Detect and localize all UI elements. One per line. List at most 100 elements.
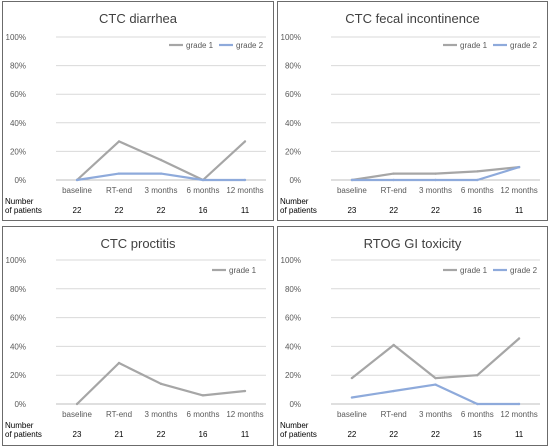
y-tick-label: 0% xyxy=(289,176,301,185)
y-tick-label: 20% xyxy=(10,147,26,156)
y-tick-label: 40% xyxy=(10,342,26,351)
y-tick-label: 40% xyxy=(10,119,26,128)
data-point xyxy=(392,172,395,175)
x-tick-label: baseline xyxy=(337,410,367,419)
y-tick-label: 60% xyxy=(285,90,301,99)
data-point xyxy=(243,140,247,143)
y-tick-label: 0% xyxy=(14,400,26,409)
patient-count: 16 xyxy=(199,206,208,215)
patient-count: 23 xyxy=(73,430,82,439)
y-tick-label: 40% xyxy=(285,119,301,128)
x-tick-label: RT-end xyxy=(381,186,407,195)
data-point xyxy=(476,402,479,406)
y-tick-label: 0% xyxy=(14,176,26,185)
patient-count: 22 xyxy=(431,206,440,215)
patient-count: 23 xyxy=(347,206,356,215)
data-point xyxy=(201,394,205,397)
x-tick-label: 6 months xyxy=(461,410,494,419)
patient-count: 11 xyxy=(515,206,524,215)
chart-title: CTC diarrhea xyxy=(99,11,178,26)
patient-count: 15 xyxy=(473,430,482,439)
patient-count: 22 xyxy=(389,206,398,215)
x-tick-label: 3 months xyxy=(145,186,178,195)
data-point xyxy=(117,361,121,365)
data-point xyxy=(434,383,437,386)
y-tick-label: 40% xyxy=(285,342,301,351)
patients-label: Number xyxy=(5,197,34,206)
patient-count: 11 xyxy=(241,430,250,439)
data-point xyxy=(476,178,479,182)
chart-panel: CTC fecal incontinence 0% 20% 40% 60% 80% 100%… xyxy=(277,1,548,221)
patient-count: 22 xyxy=(431,430,440,439)
y-tick-label: 60% xyxy=(10,90,26,99)
x-tick-label: RT-end xyxy=(106,410,132,419)
chart-panel: RTOG GI toxicity 0% 20% 40% 60% 80% 100% baseli… xyxy=(277,226,548,446)
data-point xyxy=(159,172,163,175)
chart-panel: CTC proctitis 0% 20% 40% 60% 80% 100% baseline R… xyxy=(2,226,274,446)
x-tick-label: 6 months xyxy=(461,186,494,195)
data-point xyxy=(159,158,163,162)
data-point xyxy=(517,402,521,406)
data-point xyxy=(392,389,395,393)
patients-label: of patients xyxy=(5,430,42,439)
y-tick-label: 80% xyxy=(285,62,301,71)
x-tick-label: baseline xyxy=(337,186,367,195)
data-point xyxy=(392,343,395,347)
patient-count: 16 xyxy=(199,430,208,439)
y-tick-label: 100% xyxy=(6,33,26,42)
chart-frame xyxy=(277,226,548,446)
legend-label: grade 1 xyxy=(460,41,488,50)
patient-count: 11 xyxy=(241,206,250,215)
legend-label: grade 1 xyxy=(186,41,214,50)
patient-count: 22 xyxy=(157,430,166,439)
y-tick-label: 80% xyxy=(285,285,301,294)
data-point xyxy=(350,178,354,182)
y-tick-label: 0% xyxy=(289,400,301,409)
patient-count: 22 xyxy=(347,430,356,439)
patients-label: of patients xyxy=(280,206,317,215)
patient-count: 21 xyxy=(115,430,124,439)
x-tick-label: 12 months xyxy=(500,186,537,195)
data-point xyxy=(434,376,437,380)
patient-count: 22 xyxy=(157,206,166,215)
chart-frame xyxy=(2,226,274,446)
y-tick-label: 60% xyxy=(285,314,301,323)
patients-label: of patients xyxy=(280,430,317,439)
data-point xyxy=(434,172,437,175)
x-tick-label: 12 months xyxy=(500,410,537,419)
y-tick-label: 100% xyxy=(6,256,26,265)
x-tick-label: baseline xyxy=(62,186,92,195)
data-point xyxy=(117,140,121,143)
legend-label: grade 1 xyxy=(229,266,257,275)
data-point xyxy=(476,170,479,173)
patients-label: of patients xyxy=(5,206,42,215)
data-point xyxy=(517,165,521,169)
data-point xyxy=(117,172,121,175)
chart-title: RTOG GI toxicity xyxy=(364,236,462,251)
patient-count: 16 xyxy=(473,206,482,215)
chart-frame xyxy=(2,1,274,221)
data-point xyxy=(517,337,521,340)
x-tick-label: RT-end xyxy=(381,410,407,419)
y-tick-label: 20% xyxy=(285,147,301,156)
y-tick-label: 60% xyxy=(10,314,26,323)
chart-title: CTC fecal incontinence xyxy=(345,11,479,26)
y-tick-label: 20% xyxy=(10,371,26,380)
x-tick-label: 3 months xyxy=(419,410,452,419)
data-point xyxy=(75,178,79,182)
data-point xyxy=(350,396,354,399)
chart-panel: CTC diarrhea 0% 20% 40% 60% 80% 100% baseline RT… xyxy=(2,1,274,221)
x-tick-label: 3 months xyxy=(145,410,178,419)
data-point xyxy=(159,382,163,386)
data-point xyxy=(476,374,479,377)
legend-label: grade 2 xyxy=(510,266,538,275)
chart-frame xyxy=(277,1,548,221)
data-point xyxy=(392,178,395,182)
y-tick-label: 80% xyxy=(10,62,26,71)
x-tick-label: 6 months xyxy=(187,186,220,195)
data-point xyxy=(350,376,354,380)
y-tick-label: 80% xyxy=(10,285,26,294)
legend-label: grade 1 xyxy=(460,266,488,275)
patients-label: Number xyxy=(280,421,309,430)
